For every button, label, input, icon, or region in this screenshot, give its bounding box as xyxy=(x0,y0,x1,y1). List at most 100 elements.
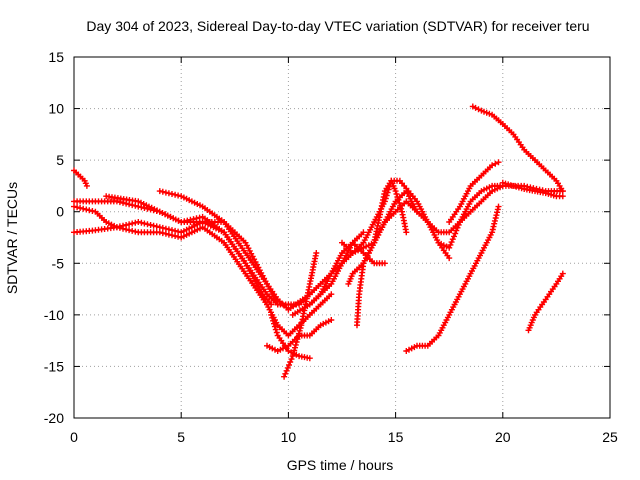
data-point xyxy=(393,191,400,197)
data-point xyxy=(153,223,160,230)
data-point xyxy=(190,216,197,223)
data-point xyxy=(448,239,455,246)
data-point xyxy=(86,207,93,214)
data-point xyxy=(162,230,169,237)
data-point xyxy=(489,162,496,169)
data-point xyxy=(394,194,401,200)
data-point xyxy=(491,217,498,224)
series-arc-5 xyxy=(103,193,275,308)
data-point xyxy=(268,301,275,308)
y-tick-label: -5 xyxy=(52,255,65,271)
series-line xyxy=(347,200,419,285)
data-point xyxy=(83,182,90,189)
data-point xyxy=(446,255,453,262)
series-arc-8 xyxy=(268,311,313,362)
data-point xyxy=(495,159,502,166)
series-arc-2 xyxy=(71,182,566,308)
data-point xyxy=(495,203,502,210)
data-point xyxy=(159,188,166,195)
data-point xyxy=(274,301,281,308)
series-line xyxy=(158,190,311,311)
data-point xyxy=(360,229,367,236)
series-arc-9 xyxy=(281,250,320,380)
data-point xyxy=(492,160,499,167)
data-point xyxy=(169,191,175,197)
chart-title: Day 304 of 2023, Sidereal Day-to-day VTE… xyxy=(86,18,589,34)
data-point xyxy=(559,270,566,277)
data-point xyxy=(297,325,304,331)
data-point xyxy=(269,314,276,321)
data-point xyxy=(449,236,456,243)
data-point xyxy=(113,198,120,205)
tick-marks xyxy=(73,56,611,419)
x-tick-label: 25 xyxy=(602,429,618,445)
data-point xyxy=(295,333,302,340)
x-tick-label: 0 xyxy=(70,429,78,445)
data-point xyxy=(296,327,303,334)
data-point xyxy=(291,347,298,354)
data-point xyxy=(272,326,279,333)
x-tick-label: 5 xyxy=(177,429,185,445)
data-point xyxy=(172,233,179,239)
data-point xyxy=(292,341,299,348)
data-point xyxy=(159,224,166,231)
y-tick-label: 5 xyxy=(56,152,64,168)
y-axis-label: SDTVAR / TECUs xyxy=(4,182,20,294)
data-point xyxy=(286,362,292,368)
series-arc-16 xyxy=(435,182,506,251)
data-point xyxy=(188,229,195,236)
data-point xyxy=(288,356,295,363)
data-series xyxy=(71,103,566,380)
y-tick-label: 0 xyxy=(56,204,64,220)
data-point xyxy=(289,353,296,360)
data-point xyxy=(452,230,459,237)
data-point xyxy=(306,355,313,362)
plot-frame xyxy=(73,56,611,419)
data-point xyxy=(446,244,453,251)
data-point xyxy=(135,219,142,225)
series-arc-17 xyxy=(446,159,502,225)
data-point xyxy=(151,206,158,213)
series-arc-3 xyxy=(71,203,335,339)
series-arc-14 xyxy=(354,177,453,329)
data-point xyxy=(268,311,275,318)
data-point xyxy=(328,291,335,298)
series-arc-18 xyxy=(469,103,566,195)
series-line xyxy=(471,105,564,193)
series-arc-6 xyxy=(156,188,313,313)
data-point xyxy=(284,364,291,371)
data-point xyxy=(184,217,191,224)
data-point xyxy=(132,219,139,226)
data-point xyxy=(156,229,163,236)
data-point xyxy=(395,196,402,203)
y-tick-label: -10 xyxy=(44,307,64,323)
x-tick-label: 15 xyxy=(388,429,404,445)
data-point xyxy=(559,193,566,200)
data-point xyxy=(196,214,203,221)
data-point xyxy=(77,205,84,211)
x-tick-label: 20 xyxy=(495,429,511,445)
y-tick-label: 15 xyxy=(48,49,64,65)
data-point xyxy=(271,323,278,330)
data-point xyxy=(293,339,300,345)
data-point xyxy=(295,330,302,337)
data-point xyxy=(271,320,277,327)
data-point xyxy=(451,233,457,240)
data-point xyxy=(453,227,460,234)
series-arc-15 xyxy=(403,203,502,354)
data-point xyxy=(172,227,179,234)
data-point xyxy=(475,106,482,113)
data-point xyxy=(381,260,388,267)
data-point xyxy=(126,227,133,234)
data-point xyxy=(313,250,320,256)
series-arc-19 xyxy=(499,179,566,200)
x-axis-label: GPS time / hours xyxy=(287,457,394,473)
series-arc-20 xyxy=(525,270,566,334)
series-arc-1 xyxy=(71,167,90,189)
data-point xyxy=(414,208,420,215)
data-point xyxy=(165,226,172,233)
data-point xyxy=(270,317,277,324)
data-point xyxy=(455,221,462,228)
data-point xyxy=(113,224,120,231)
